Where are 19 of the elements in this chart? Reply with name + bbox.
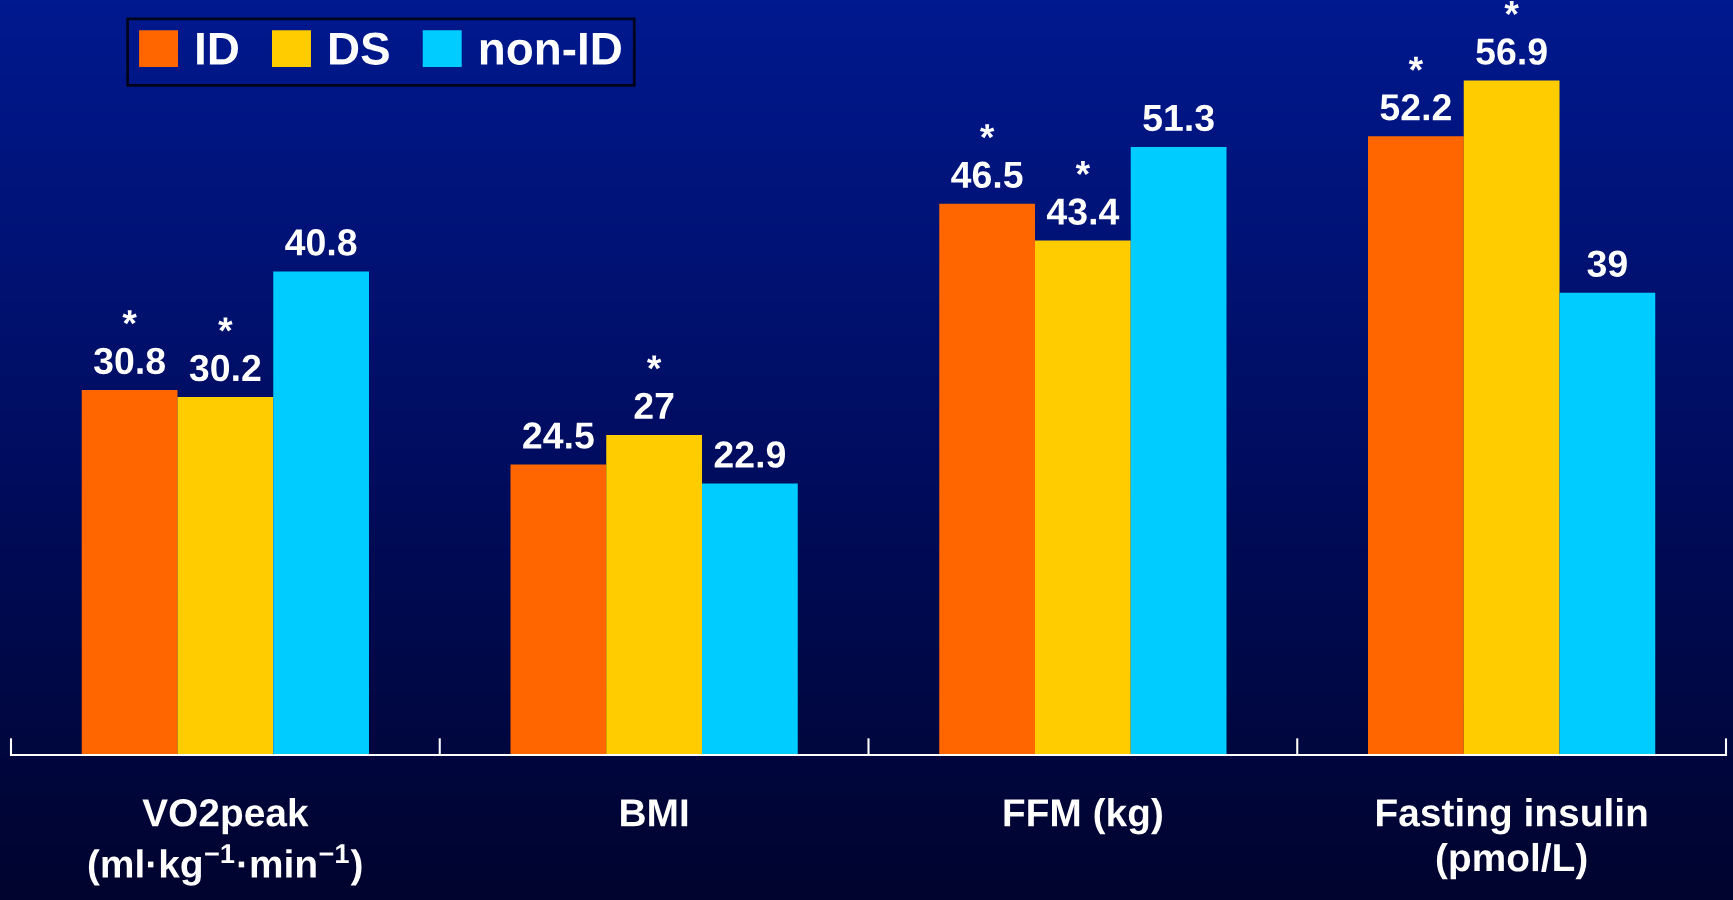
x-tick-label: Fasting insulin (pmol/L) <box>1377 798 1647 880</box>
x-tick-label: VO2peak (ml·kg$^{−1}$·min$^{−1}$) <box>88 798 362 886</box>
x-tick-label: FFM (kg) <box>1004 798 1162 835</box>
data-label: 39 <box>1587 250 1627 278</box>
data-label: 51.3 <box>1143 104 1214 132</box>
data-label: 24.5 <box>523 422 594 449</box>
data-label: 22.9 <box>714 441 785 468</box>
x-tick-label: BMI <box>621 799 688 827</box>
data-label: 40.8 <box>285 229 357 256</box>
legend-label: non-ID <box>480 32 621 65</box>
data-label: * 27 <box>634 355 674 419</box>
data-label: * 30.8 <box>93 310 165 375</box>
legend-label: ID <box>197 32 238 65</box>
data-label: * 52.2 <box>1380 56 1451 121</box>
data-label: * 56.9 <box>1476 1 1547 65</box>
data-label: * 30.2 <box>189 317 261 382</box>
data-label: * 46.5 <box>951 124 1023 189</box>
data-label: * 43.4 <box>1046 161 1120 225</box>
legend-label: DS <box>330 32 389 65</box>
